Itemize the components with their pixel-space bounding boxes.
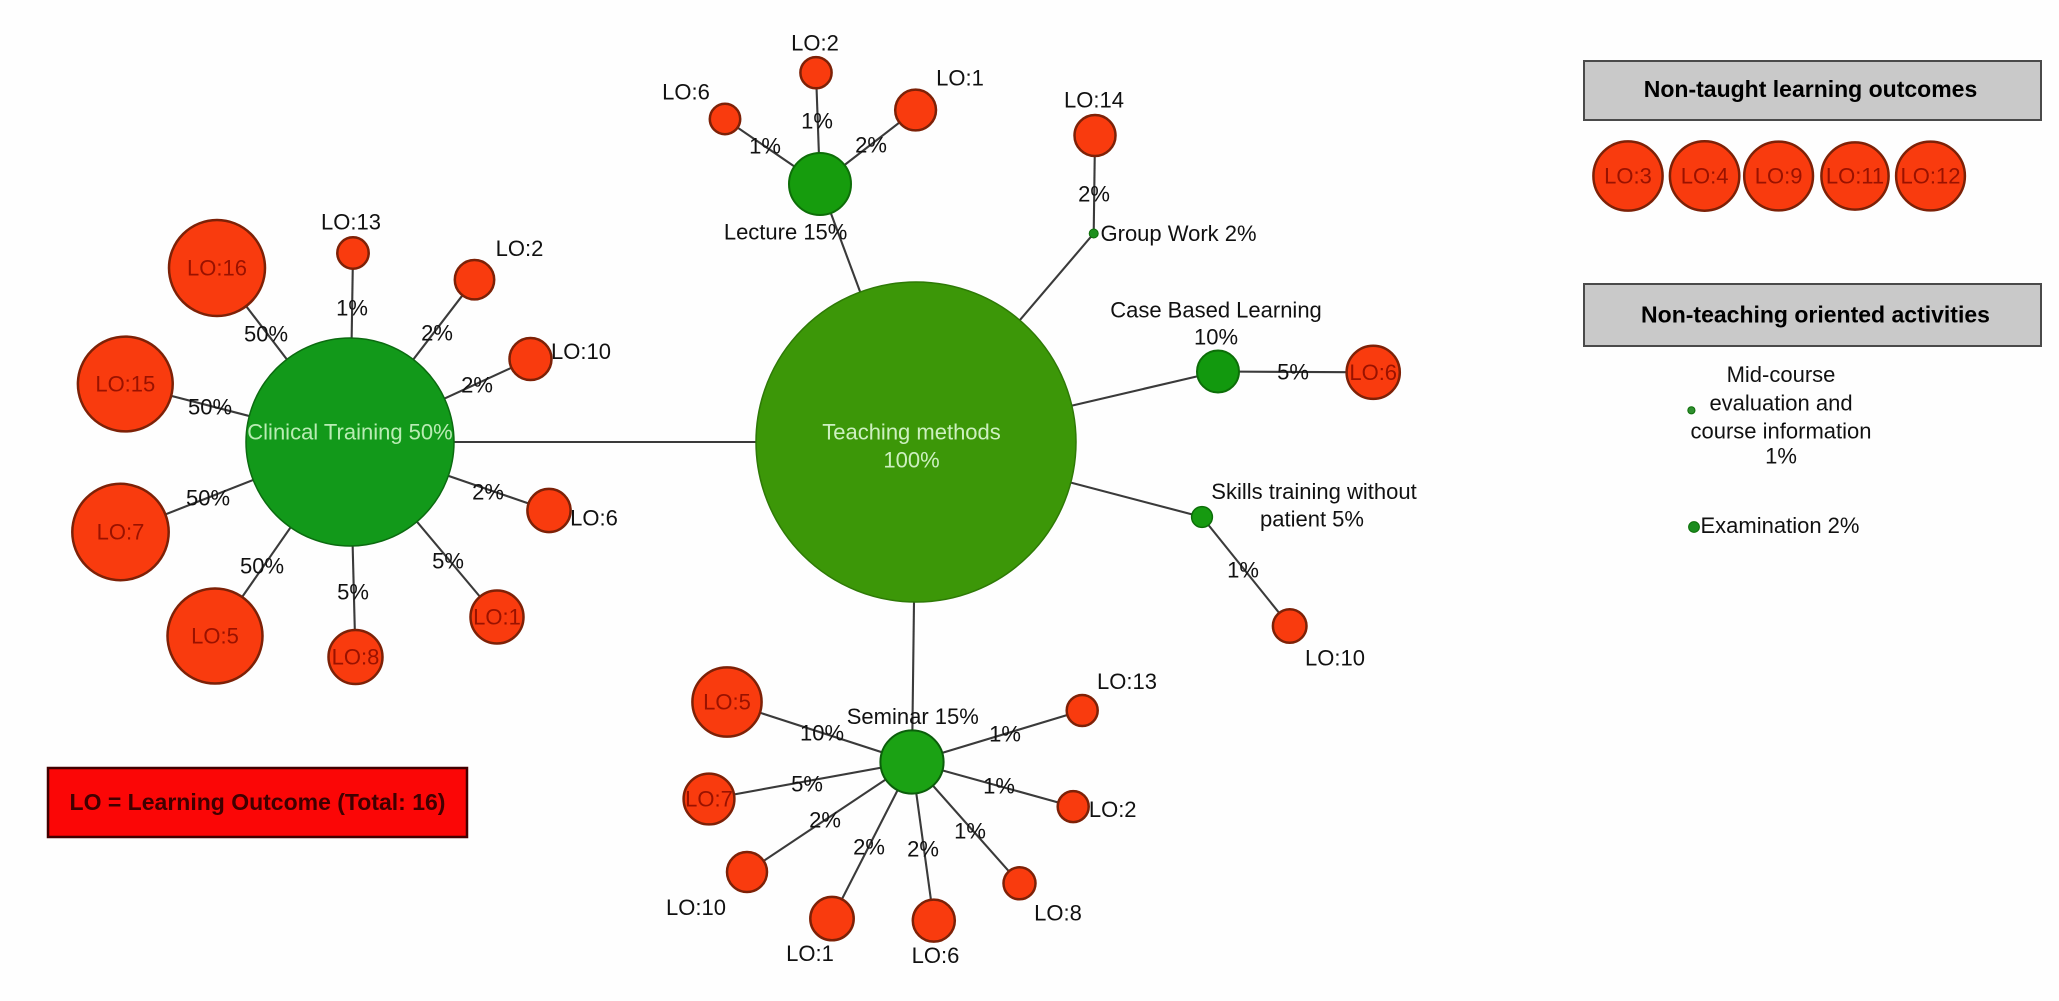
svg-text:LO:3: LO:3 bbox=[1604, 164, 1652, 189]
svg-text:LO:12: LO:12 bbox=[1901, 164, 1961, 189]
svg-text:LO:5: LO:5 bbox=[703, 690, 751, 715]
svg-text:Non-teaching oriented activiti: Non-teaching oriented activities bbox=[1641, 302, 1990, 328]
svg-text:LO:10: LO:10 bbox=[1305, 646, 1365, 671]
svg-text:2%: 2% bbox=[809, 808, 841, 833]
svg-text:LO:10: LO:10 bbox=[551, 339, 611, 364]
svg-text:patient 5%: patient 5% bbox=[1260, 507, 1364, 532]
svg-text:LO:4: LO:4 bbox=[1681, 164, 1729, 189]
svg-text:2%: 2% bbox=[461, 373, 493, 398]
svg-text:LO:7: LO:7 bbox=[97, 520, 145, 545]
svg-text:LO:14: LO:14 bbox=[1064, 88, 1124, 113]
svg-text:LO:6: LO:6 bbox=[662, 80, 710, 105]
svg-text:5%: 5% bbox=[791, 772, 823, 797]
svg-text:5%: 5% bbox=[432, 549, 464, 574]
svg-text:Examination 2%: Examination 2% bbox=[1701, 513, 1860, 538]
svg-text:LO:8: LO:8 bbox=[332, 645, 380, 670]
svg-text:50%: 50% bbox=[240, 554, 284, 579]
svg-text:Seminar 15%: Seminar 15% bbox=[847, 704, 979, 729]
svg-text:1%: 1% bbox=[801, 109, 833, 134]
svg-text:LO:7: LO:7 bbox=[685, 787, 733, 812]
svg-text:10%: 10% bbox=[800, 721, 844, 746]
svg-text:Skills training without: Skills training without bbox=[1211, 479, 1416, 504]
svg-text:LO:11: LO:11 bbox=[1826, 164, 1884, 189]
svg-text:Non-taught learning outcomes: Non-taught learning outcomes bbox=[1644, 76, 1978, 102]
svg-text:course information: course information bbox=[1691, 419, 1872, 444]
svg-text:Lecture 15%: Lecture 15% bbox=[724, 220, 848, 245]
svg-text:2%: 2% bbox=[1078, 182, 1110, 207]
svg-text:LO:2: LO:2 bbox=[1089, 797, 1137, 822]
svg-text:LO:16: LO:16 bbox=[187, 256, 247, 281]
svg-text:1%: 1% bbox=[989, 722, 1021, 747]
svg-text:LO:6: LO:6 bbox=[570, 506, 618, 531]
svg-text:LO:8: LO:8 bbox=[1034, 901, 1082, 926]
svg-text:10%: 10% bbox=[1194, 325, 1238, 350]
svg-text:2%: 2% bbox=[855, 133, 887, 158]
svg-text:LO:2: LO:2 bbox=[496, 236, 544, 261]
svg-text:1%: 1% bbox=[749, 134, 781, 159]
svg-text:Group Work 2%: Group Work 2% bbox=[1101, 221, 1257, 246]
svg-text:2%: 2% bbox=[853, 835, 885, 860]
svg-text:50%: 50% bbox=[244, 322, 288, 347]
svg-text:LO:1: LO:1 bbox=[936, 66, 984, 91]
svg-text:LO = Learning Outcome (Total:: LO = Learning Outcome (Total: 16) bbox=[70, 789, 446, 815]
svg-text:Teaching methods: Teaching methods bbox=[822, 420, 1001, 445]
svg-text:50%: 50% bbox=[188, 395, 232, 420]
svg-text:50%: 50% bbox=[186, 486, 230, 511]
svg-text:LO:5: LO:5 bbox=[191, 624, 239, 649]
svg-text:Case Based Learning: Case Based Learning bbox=[1110, 298, 1322, 323]
svg-text:1%: 1% bbox=[1765, 444, 1797, 469]
svg-text:LO:10: LO:10 bbox=[666, 895, 726, 920]
svg-text:LO:6: LO:6 bbox=[912, 943, 960, 968]
svg-text:5%: 5% bbox=[1277, 360, 1309, 385]
svg-text:2%: 2% bbox=[421, 321, 453, 346]
svg-text:LO:1: LO:1 bbox=[473, 605, 521, 630]
svg-text:LO:9: LO:9 bbox=[1755, 164, 1803, 189]
svg-text:LO:1: LO:1 bbox=[786, 941, 834, 966]
svg-text:LO:13: LO:13 bbox=[321, 210, 381, 235]
svg-text:2%: 2% bbox=[907, 837, 939, 862]
svg-text:LO:6: LO:6 bbox=[1349, 360, 1397, 385]
svg-text:5%: 5% bbox=[337, 580, 369, 605]
svg-text:1%: 1% bbox=[983, 774, 1015, 799]
svg-text:Clinical Training 50%: Clinical Training 50% bbox=[247, 420, 452, 445]
svg-text:LO:15: LO:15 bbox=[95, 372, 155, 397]
svg-text:Mid-course: Mid-course bbox=[1727, 362, 1836, 387]
svg-text:2%: 2% bbox=[472, 480, 504, 505]
svg-text:LO:2: LO:2 bbox=[791, 31, 839, 56]
svg-text:evaluation and: evaluation and bbox=[1709, 391, 1852, 416]
svg-text:1%: 1% bbox=[336, 296, 368, 321]
svg-text:1%: 1% bbox=[954, 819, 986, 844]
svg-text:100%: 100% bbox=[883, 448, 939, 473]
svg-text:LO:13: LO:13 bbox=[1097, 669, 1157, 694]
svg-text:1%: 1% bbox=[1227, 558, 1259, 583]
